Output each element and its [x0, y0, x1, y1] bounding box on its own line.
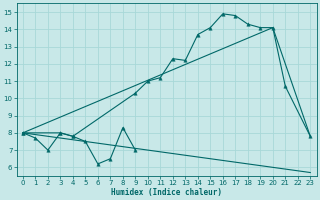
X-axis label: Humidex (Indice chaleur): Humidex (Indice chaleur) [111, 188, 222, 197]
